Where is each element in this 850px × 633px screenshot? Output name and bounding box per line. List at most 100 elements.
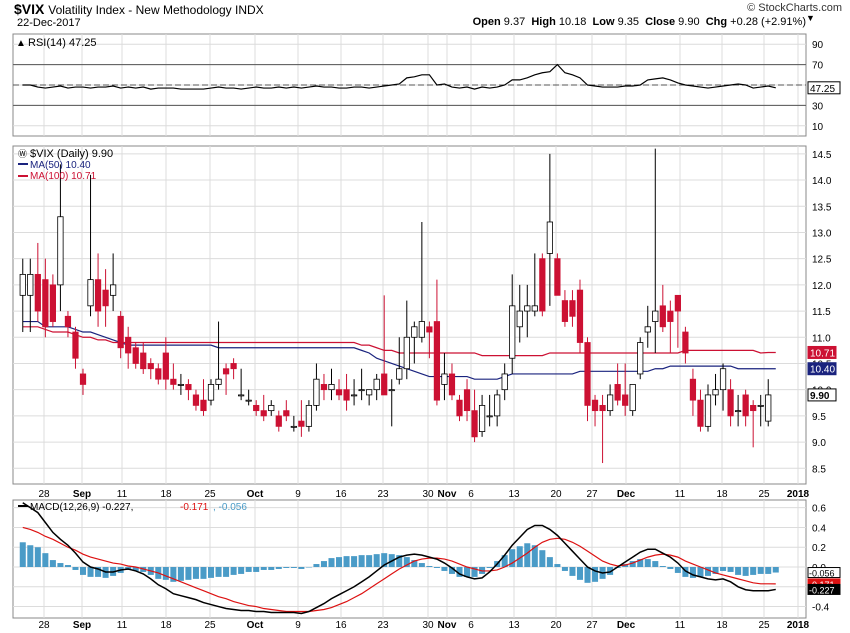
macd-histogram-bar [712, 567, 719, 574]
candle-body [418, 321, 425, 338]
macd-histogram-bar [192, 567, 199, 579]
candle-body [215, 378, 222, 385]
macd-histogram-bar [238, 567, 245, 574]
x-axis-label-bottom: 9 [295, 620, 301, 631]
candle-body [185, 384, 192, 391]
x-axis-label-bottom: Sep [73, 620, 91, 631]
macd-histogram-bar [524, 543, 531, 567]
candle-body [403, 336, 410, 370]
rsi-legend-icon: ▲ [16, 38, 26, 49]
candle-body [426, 326, 433, 333]
x-axis-label: 16 [335, 489, 347, 500]
candle-body [298, 420, 305, 427]
close-value-tag-label: 9.90 [810, 391, 830, 402]
price-tick-label: 11.5 [812, 307, 831, 318]
candle-body [727, 389, 734, 417]
candle-body [162, 352, 169, 380]
candle-body [388, 389, 395, 392]
candle-body [546, 221, 553, 254]
candle-body [742, 394, 749, 417]
candle-body [155, 368, 162, 380]
candle-body [494, 394, 501, 417]
macd-signal-legend: -0.171 [180, 502, 209, 513]
macd-histogram-bar [275, 567, 282, 569]
x-axis-label-bottom: 20 [550, 620, 562, 631]
macd-histogram-bar [366, 555, 373, 567]
candle-body [305, 404, 313, 427]
candle-body [463, 389, 471, 412]
macd-histogram-bar [381, 553, 388, 567]
candle-body [328, 384, 335, 391]
price-tick-label: 9.5 [812, 412, 826, 423]
candle-body [283, 410, 290, 417]
candle-body [87, 279, 94, 307]
price-panel-frame [12, 145, 807, 485]
candle-body [200, 399, 207, 412]
x-axis-label-bottom: 28 [38, 620, 50, 631]
candle-body [125, 336, 132, 354]
macd-histogram-bar [531, 545, 538, 567]
macd-histogram-bar [674, 567, 681, 573]
price-legend-icon: Ⓦ [18, 149, 27, 159]
macd-tick-label: 0.4 [812, 523, 826, 534]
candle-body [245, 399, 252, 402]
price-legend: $VIX (Daily) 9.90 [30, 148, 113, 160]
rsi-tick-label: 90 [812, 40, 824, 51]
macd-histogram-bar [697, 567, 704, 577]
macd-histogram-bar [19, 542, 26, 567]
macd-legend: MACD(12,26,9) -0.227, [30, 502, 133, 513]
macd-histogram-bar [268, 567, 275, 570]
price-tick-label: 14.5 [812, 150, 832, 161]
macd-histogram-bar [750, 567, 757, 575]
candle-body [411, 326, 418, 338]
macd-histogram-bar [208, 567, 215, 578]
candle-body [147, 363, 154, 370]
open-label: Open [472, 16, 501, 28]
macd-histogram-bar [652, 561, 659, 567]
candle-body [697, 399, 704, 427]
price-tick-label: 14.0 [812, 176, 832, 187]
candle-body [456, 399, 463, 417]
x-axis-label: 6 [468, 489, 474, 500]
macd-histogram-bar [358, 555, 365, 567]
macd-histogram-bar [584, 567, 591, 583]
candle-body [110, 284, 117, 296]
price-tick-label: 12.0 [812, 281, 832, 292]
candle-body [606, 394, 614, 412]
x-axis-label-bottom: 25 [758, 620, 770, 631]
macd-histogram-bar [79, 567, 87, 575]
rsi-tick-label: 70 [812, 61, 824, 72]
rsi-value-tag-label: 47.25 [810, 84, 835, 95]
macd-histogram-bar [320, 561, 327, 567]
macd-histogram-bar [313, 564, 320, 567]
candle-body [599, 404, 606, 412]
quote-line: Open 9.37 High 10.18 Low 9.35 Close 9.90… [473, 16, 806, 28]
high-label: High [531, 16, 556, 28]
x-axis-label: 30 [422, 489, 434, 500]
macd-histogram-bar [592, 567, 599, 582]
x-axis-label-bottom: 23 [377, 620, 389, 631]
macd-histogram-bar [464, 567, 471, 577]
candle-body [478, 404, 486, 432]
rsi-tick-label: 10 [812, 122, 824, 133]
macd-histogram-bar [403, 557, 410, 567]
macd-hist-tag [807, 567, 841, 579]
macd-histogram-bar [772, 567, 779, 573]
ma100-value-tag-label: 10.71 [810, 348, 835, 359]
x-axis-label-bottom: 11 [117, 620, 128, 631]
macd-histogram-bar [637, 559, 644, 567]
expand-icon[interactable]: ▼ [806, 13, 815, 23]
price-tick-label: 13.5 [812, 202, 832, 213]
x-axis-label-bottom: Oct [247, 620, 264, 631]
macd-histogram-bar [456, 567, 463, 577]
candle-body [576, 289, 584, 343]
macd-histogram-bar [95, 567, 102, 577]
low-value: 9.35 [617, 16, 639, 28]
candle-body [757, 404, 764, 407]
candle-body [64, 315, 72, 328]
x-axis-label: 20 [550, 489, 562, 500]
candle-body [34, 273, 41, 312]
candle-body [207, 384, 215, 401]
x-axis-label-bottom: Dec [617, 620, 636, 631]
high-value: 10.18 [558, 16, 587, 28]
